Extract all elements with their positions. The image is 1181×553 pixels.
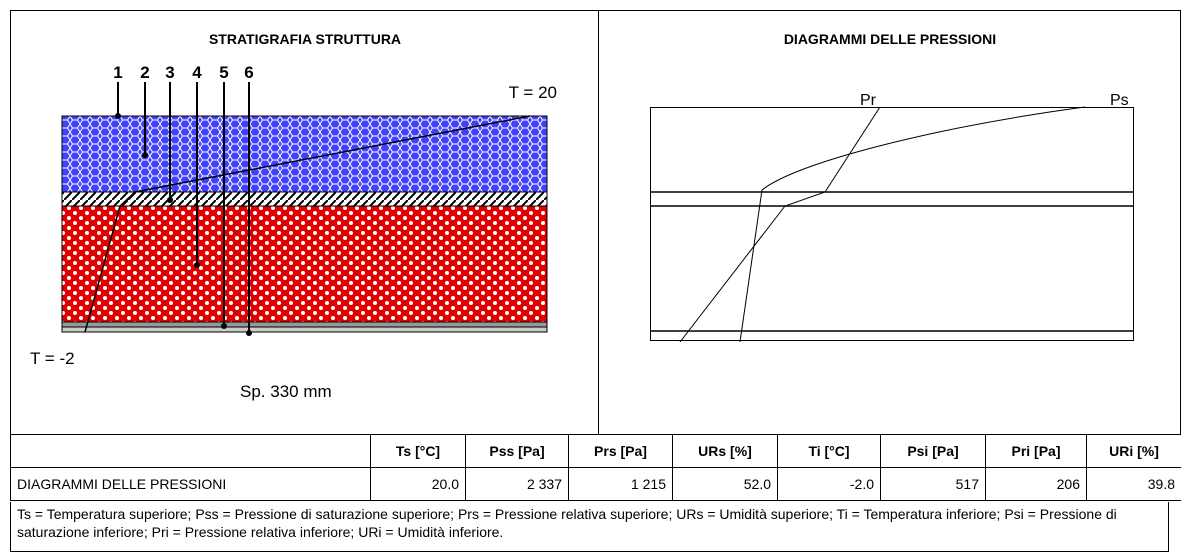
header-cell: Ti [°C] <box>778 435 881 468</box>
header-cell: Ts [°C] <box>371 435 466 468</box>
curve-label: Ps <box>1110 92 1129 109</box>
header-cell: Prs [Pa] <box>569 435 673 468</box>
value-cell: 2 337 <box>466 468 569 501</box>
diagram-panels: STRATIGRAFIA STRUTTURA DIAGRAMMI DELLE P… <box>10 10 1181 435</box>
top-temp: T = 20 <box>509 83 557 102</box>
value-cell: 206 <box>986 468 1087 501</box>
layer-membrane <box>62 192 547 206</box>
results-table: Ts [°C]Pss [Pa]Prs [Pa]URs [%]Ti [°C]Psi… <box>10 434 1181 501</box>
value-cell: 517 <box>881 468 986 501</box>
layer-label: 6 <box>244 63 253 82</box>
left-title: STRATIGRAFIA STRUTTURA <box>209 31 401 47</box>
header-cell: Pri [Pa] <box>986 435 1087 468</box>
ps-curve <box>740 107 1085 342</box>
value-cell: -2.0 <box>778 468 881 501</box>
pr-curve <box>680 107 880 342</box>
layer-plaster <box>62 322 547 327</box>
value-cell: 20.0 <box>371 468 466 501</box>
header-cell <box>11 435 371 468</box>
header-cell: Psi [Pa] <box>881 435 986 468</box>
right-title: DIAGRAMMI DELLE PRESSIONI <box>784 31 996 47</box>
header-cell: URs [%] <box>673 435 778 468</box>
value-cell: 1 215 <box>569 468 673 501</box>
footnote: Ts = Temperatura superiore; Pss = Pressi… <box>10 502 1169 552</box>
value-cell: 52.0 <box>673 468 778 501</box>
curve-label: Pr <box>860 92 877 109</box>
layer-label: 4 <box>192 63 202 82</box>
layer-masonry <box>62 206 547 322</box>
layer-label: 1 <box>113 63 122 82</box>
value-cell: 39.8 <box>1087 468 1181 501</box>
layer-finish <box>62 327 547 332</box>
thickness: Sp. 330 mm <box>240 382 332 401</box>
layer-label: 5 <box>219 63 228 82</box>
header-cell: URi [%] <box>1087 435 1181 468</box>
row-label: DIAGRAMMI DELLE PRESSIONI <box>11 468 371 501</box>
header-cell: Pss [Pa] <box>466 435 569 468</box>
layer-label: 3 <box>165 63 174 82</box>
page: STRATIGRAFIA STRUTTURA DIAGRAMMI DELLE P… <box>0 0 1181 553</box>
layer-label: 2 <box>140 63 149 82</box>
bottom-temp: T = -2 <box>30 349 75 368</box>
